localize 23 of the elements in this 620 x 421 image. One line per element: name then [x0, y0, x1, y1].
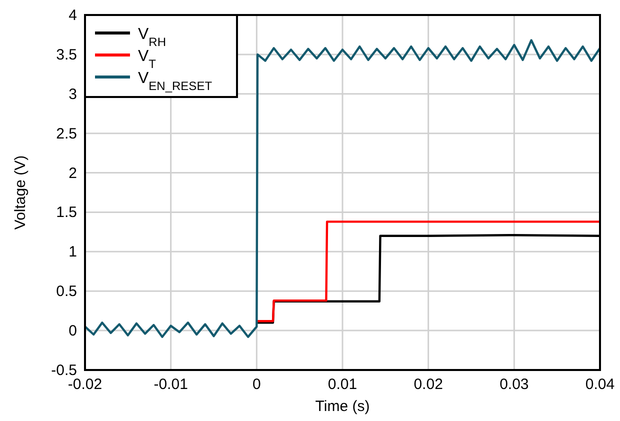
y-tick-label: 2.5	[56, 125, 77, 142]
x-tick-label: 0.02	[414, 376, 443, 393]
x-tick-label: 0.01	[328, 376, 358, 393]
y-tick-label: 1	[68, 244, 77, 261]
y-tick-label: 4	[68, 7, 77, 24]
y-tick-label: 3	[68, 86, 77, 103]
legend-label: V$_{T}$	[138, 48, 157, 71]
y-tick-label: 2	[68, 164, 77, 182]
y-tick-label: 0.5	[56, 283, 77, 300]
x-tick-label: -0.02	[68, 376, 102, 393]
x-tick-label: -0.01	[154, 376, 188, 393]
x-tick-label: 0	[252, 376, 261, 393]
x-tick-label: 0.03	[500, 376, 529, 393]
line-series	[84, 39, 602, 338]
legend-label: V$_{EN_RESET}$	[138, 70, 213, 93]
y-axis-title: Voltage (V)	[12, 155, 29, 230]
x-tick-label: 0.04	[585, 376, 615, 393]
x-axis-title: Time (s)	[315, 398, 370, 415]
y-tick-label: 0	[68, 322, 77, 340]
y-tick-label: -0.5	[51, 362, 77, 379]
legend-label: V$_{RH}$	[138, 26, 166, 49]
y-tick-label: 3.5	[56, 46, 77, 64]
y-tick-label: 1.5	[56, 204, 77, 222]
